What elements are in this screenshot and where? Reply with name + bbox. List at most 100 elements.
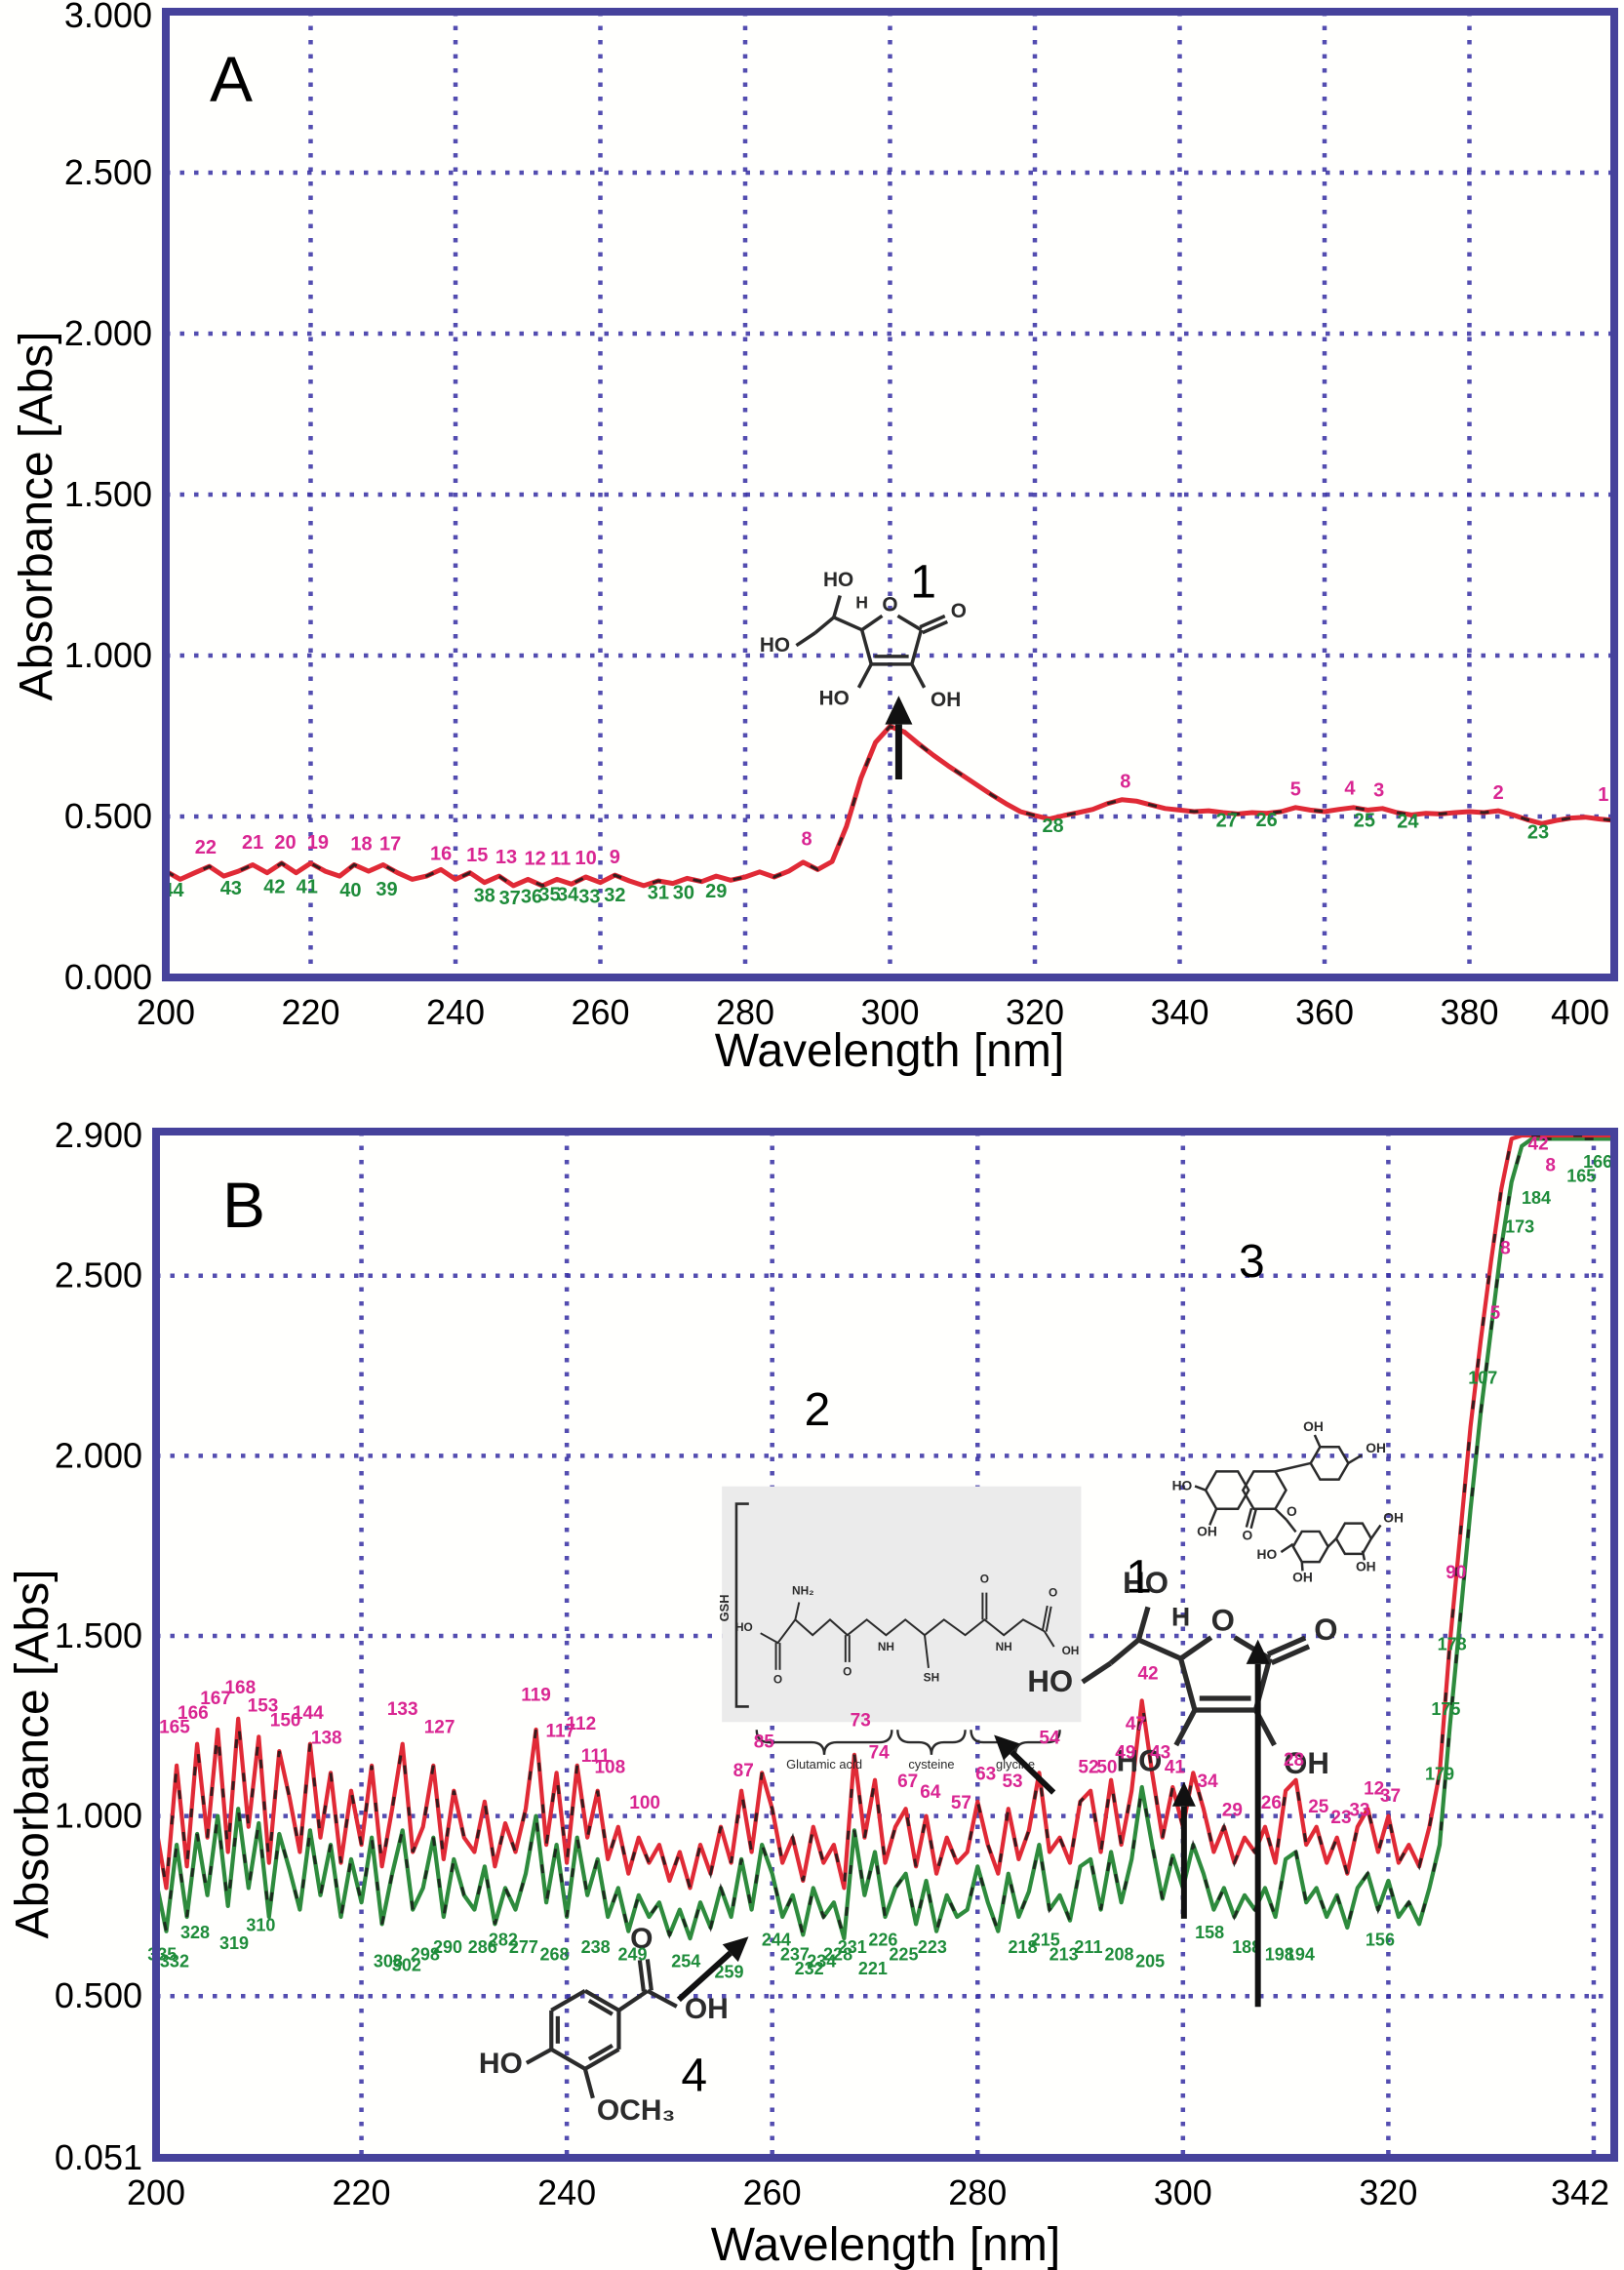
- atom-label: HO: [1117, 1743, 1163, 1777]
- peak-label-pink: 144: [293, 1703, 324, 1724]
- peak-label-green: 237: [780, 1944, 810, 1964]
- atom-label: HO: [479, 2048, 523, 2080]
- peak-label-green: 166: [1583, 1152, 1612, 1172]
- panel-a-y-axis-title: Absorbance [Abs]: [11, 331, 62, 701]
- atom-label: H: [855, 592, 868, 612]
- atom-label: OH: [1197, 1524, 1217, 1538]
- y-tick-label: 1.500: [64, 474, 152, 514]
- x-tick-label: 380: [1440, 992, 1498, 1032]
- atom-label: OCH₃: [597, 2094, 676, 2127]
- peak-label-pink: 108: [594, 1757, 625, 1777]
- x-tick-label: 300: [1154, 2172, 1212, 2212]
- y-tick-label: 2.500: [64, 152, 152, 192]
- peak-label-pink: 8: [802, 829, 812, 851]
- peak-label-green: 29: [705, 881, 727, 902]
- y-tick-label: 1.000: [55, 1796, 142, 1836]
- peak-label-green: 228: [823, 1944, 852, 1964]
- peak-label-green: 156: [1366, 1931, 1395, 1950]
- peak-label-green: 290: [433, 1937, 462, 1957]
- atom-label: HO: [735, 1620, 753, 1634]
- atom-label: HO: [760, 634, 790, 657]
- annotation-arrow-shaft: [676, 1950, 733, 2003]
- peak-label-pink: 119: [521, 1685, 551, 1705]
- peak-labels: 22 21 20 19 18 17 16 15 13 12 11 10 988 5 4 3 2 144 43 42 41…: [162, 771, 1608, 908]
- peak-label-pink: 57: [951, 1793, 971, 1813]
- x-tick-label: 240: [537, 2172, 596, 2212]
- grid: [166, 12, 1614, 977]
- peak-label-green: 198: [1265, 1944, 1294, 1964]
- peak-label-green: 158: [1195, 1923, 1224, 1942]
- x-tick-label: 260: [571, 992, 629, 1032]
- peak-label-pink: 25: [1308, 1797, 1329, 1817]
- peak-label-green: 34: [557, 884, 579, 905]
- atom-label: O: [882, 593, 897, 616]
- peak-label-pink: 9: [610, 847, 620, 868]
- peak-label-pink: 13: [495, 847, 517, 868]
- y-tick-label: 0.500: [55, 1975, 142, 2015]
- peak-label-pink: 15: [466, 845, 488, 866]
- peak-label-pink: 16: [430, 844, 452, 865]
- y-tick-label: 1.000: [64, 635, 152, 675]
- peak-label-green: 107: [1468, 1368, 1497, 1387]
- peak-label-green: 319: [219, 1933, 249, 1953]
- peak-label-green: 38: [474, 885, 495, 906]
- peak-label-green: 178: [1438, 1635, 1467, 1654]
- peak-label-green: 268: [539, 1944, 569, 1964]
- bracket: [734, 1502, 749, 1708]
- peak-label-pink: 43: [1150, 1742, 1170, 1763]
- peak-label-green: 30: [673, 882, 694, 903]
- x-tick-label: 200: [137, 992, 195, 1032]
- peak-label-pink: 8: [1500, 1239, 1511, 1259]
- compound-number-label: 3: [1239, 1236, 1265, 1288]
- peak-label-pink: 21: [242, 832, 263, 854]
- atom-label: HO: [1172, 1479, 1193, 1493]
- gsh-label: GSH: [717, 1595, 732, 1622]
- atom-label: HO: [823, 569, 853, 591]
- atom-label: O: [773, 1673, 782, 1687]
- peak-label-green: 43: [220, 878, 242, 899]
- atom-label: HO: [819, 687, 850, 709]
- peak-label-green: 238: [581, 1937, 611, 1957]
- peak-label-green: 223: [918, 1937, 947, 1957]
- x-tick-label: 240: [426, 992, 485, 1032]
- atom-label: HO: [1123, 1566, 1168, 1600]
- atom-label: NH: [878, 1640, 894, 1653]
- peak-label-pink: 26: [1261, 1793, 1282, 1813]
- peak-label-pink: 34: [1198, 1772, 1219, 1792]
- plot-border: [152, 1128, 1618, 2162]
- peak-label-green: 277: [509, 1937, 538, 1957]
- peak-label-green: 36: [521, 886, 542, 907]
- atom-label: O: [980, 1573, 989, 1586]
- peak-label-green: 31: [648, 882, 669, 903]
- peak-label-pink: 150: [270, 1710, 301, 1731]
- structure-vanillic: O OH HO OCH₃: [479, 1923, 729, 2127]
- atom-label: NH₂: [792, 1584, 813, 1598]
- peak-label-green: 24: [1397, 812, 1419, 833]
- peak-label-green: 225: [889, 1944, 918, 1964]
- peak-label-green: 226: [868, 1931, 897, 1950]
- moiety-label: cysteine: [908, 1757, 954, 1772]
- peak-label-pink: 100: [629, 1793, 660, 1813]
- panel-b-letter: B: [222, 1169, 266, 1241]
- peak-label-pink: 87: [733, 1761, 754, 1781]
- peak-label-green: 42: [263, 877, 285, 898]
- peak-label-green: 231: [838, 1937, 867, 1957]
- peak-label-green: 221: [858, 1959, 888, 1978]
- peak-label-green: 302: [392, 1955, 421, 1974]
- peak-label-green: 282: [489, 1931, 518, 1950]
- peak-label-pink: 54: [1039, 1729, 1060, 1749]
- peak-label-green: 211: [1074, 1937, 1102, 1957]
- peak-label-green: 205: [1135, 1952, 1165, 1971]
- peak-label-green: 40: [339, 880, 361, 901]
- peak-label-green: 25: [1354, 811, 1375, 832]
- peak-label-pink: 18: [350, 834, 372, 856]
- peak-label-pink: 47: [1126, 1714, 1146, 1734]
- peak-label-pink: 29: [1222, 1801, 1243, 1821]
- atom-label: OH: [1356, 1559, 1376, 1573]
- atom-label: O: [1211, 1603, 1235, 1637]
- annotation-arrows: [885, 696, 913, 780]
- annotation-arrow-shaft: [1010, 1749, 1056, 1795]
